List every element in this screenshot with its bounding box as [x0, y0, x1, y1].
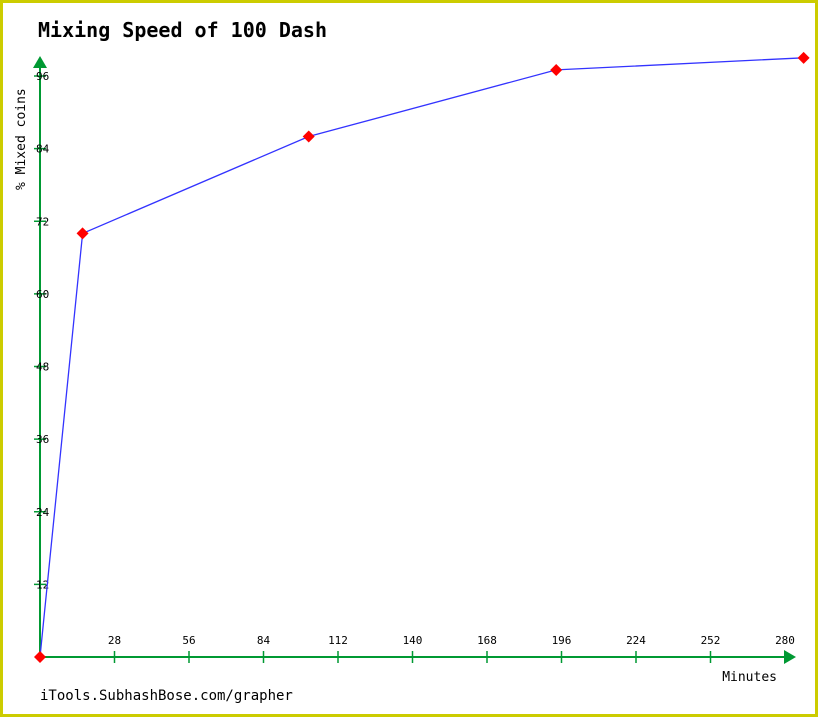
chart-title: Mixing Speed of 100 Dash	[38, 18, 327, 42]
x-axis-arrow	[784, 650, 796, 664]
data-point-1	[76, 227, 89, 240]
y-tick-label-0: 12	[36, 578, 49, 591]
x-tick-label-1: 56	[182, 634, 195, 647]
data-point-0	[34, 651, 46, 663]
x-tick-label-6: 196	[552, 634, 572, 647]
footer-credit: iTools.SubhashBose.com/grapher	[40, 688, 293, 704]
data-point-3	[550, 63, 563, 76]
data-point-2	[302, 130, 315, 143]
x-tick-label-2: 84	[257, 634, 271, 647]
x-tick-label-9: 280	[775, 634, 795, 647]
y-tick-label-6: 84	[36, 143, 50, 156]
y-axis-arrow	[33, 56, 47, 68]
x-axis-label: Minutes	[722, 670, 777, 685]
x-tick-label-0: 28	[108, 634, 121, 647]
x-tick-label-7: 224	[626, 634, 646, 647]
series-line-0	[39, 57, 804, 658]
y-tick-label-5: 72	[36, 215, 49, 228]
x-tick-label-4: 140	[403, 634, 423, 647]
x-tick-label-5: 168	[477, 634, 497, 647]
y-tick-label-1: 24	[36, 506, 50, 519]
x-tick-label-3: 112	[328, 634, 348, 647]
y-tick-label-3: 48	[36, 361, 49, 374]
data-point-4	[797, 51, 810, 64]
y-axis-label: % Mixed coins	[14, 88, 29, 190]
y-tick-label-2: 36	[36, 433, 49, 446]
y-tick-label-4: 60	[36, 288, 49, 301]
y-tick-label-7: 96	[36, 70, 49, 83]
x-tick-label-8: 252	[701, 634, 721, 647]
